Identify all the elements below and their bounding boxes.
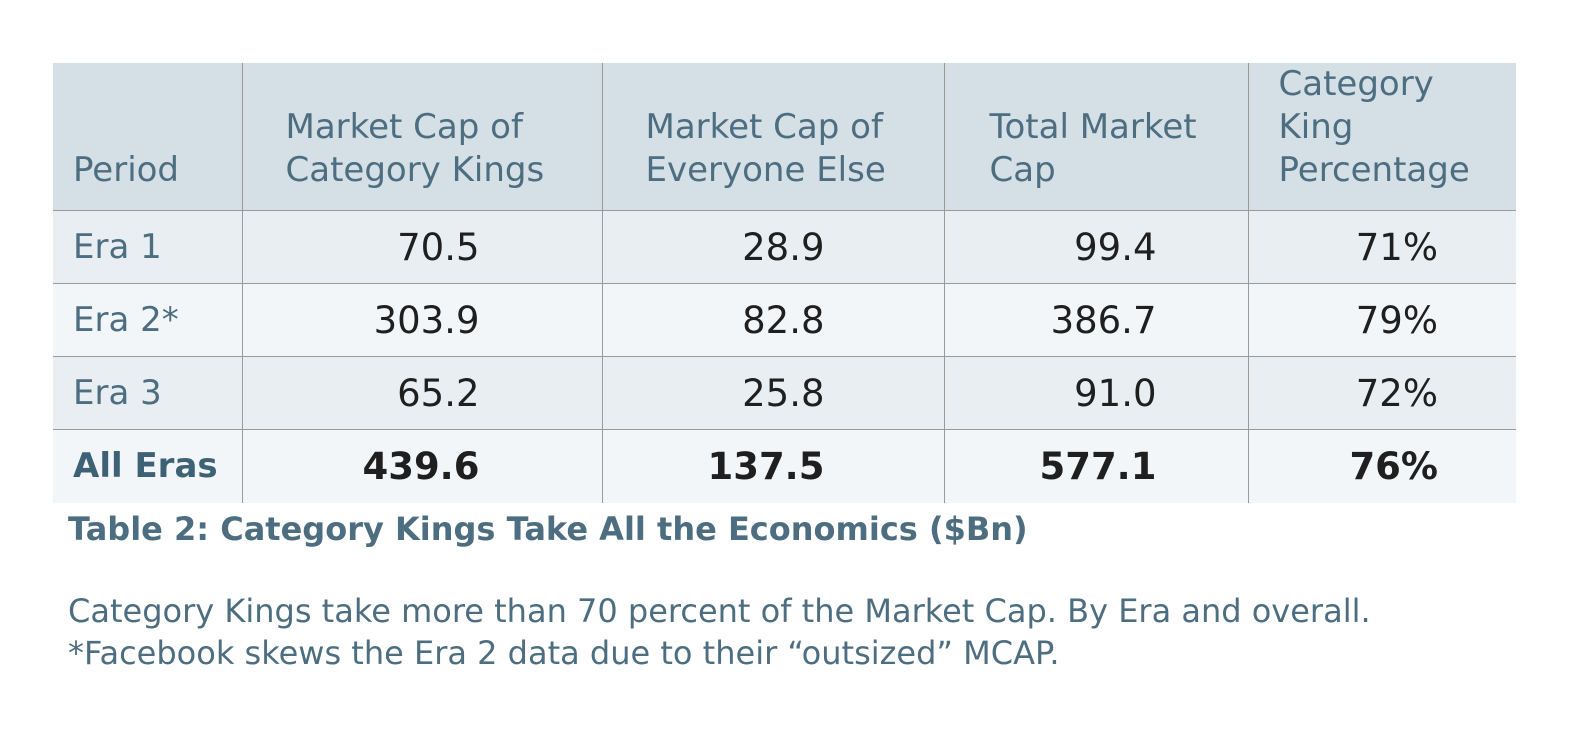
market-cap-table: Period Market Cap of Category Kings Mark…	[53, 63, 1516, 503]
cell-else-value: 82.8	[601, 283, 945, 357]
cell-period: Era 1	[53, 210, 243, 284]
cell-total-value: 386.7	[943, 283, 1249, 357]
header-else-line1: Market Cap of	[645, 107, 883, 147]
cell-total-value: 99.4	[943, 210, 1249, 284]
cell-total-value: 91.0	[943, 356, 1249, 430]
cell-pct-value: 76%	[1247, 429, 1516, 503]
header-pct-line2: Percentage	[1278, 150, 1470, 190]
cell-pct-value: 71%	[1247, 210, 1516, 284]
header-else-market-cap: Market Cap of Everyone Else	[601, 63, 945, 211]
table-total-row: All Eras 439.6 137.5 577.1 76%	[53, 429, 1516, 503]
header-kings-market-cap: Market Cap of Category Kings	[241, 63, 603, 211]
header-total-market-cap: Total Market Cap	[943, 63, 1249, 211]
header-kings-line2: Category Kings	[285, 150, 545, 190]
cell-total-value: 577.1	[943, 429, 1249, 503]
cell-period: Era 3	[53, 356, 243, 430]
header-total-line2: Cap	[989, 150, 1056, 190]
header-pct-line1: Category King	[1278, 64, 1434, 147]
cell-period: All Eras	[53, 429, 243, 503]
header-period: Period	[53, 63, 243, 211]
table-caption-title: Table 2: Category Kings Take All the Eco…	[68, 510, 1028, 548]
cell-else-value: 137.5	[601, 429, 945, 503]
cell-kings-value: 70.5	[241, 210, 603, 284]
table-row: Era 3 65.2 25.8 91.0 72%	[53, 356, 1516, 430]
header-kings-line1: Market Cap of	[285, 107, 523, 147]
header-period-label: Period	[73, 150, 180, 190]
table-caption-body: Category Kings take more than 70 percent…	[68, 590, 1371, 674]
table-row: Era 2* 303.9 82.8 386.7 79%	[53, 283, 1516, 357]
cell-kings-value: 303.9	[241, 283, 603, 357]
table-header-row: Period Market Cap of Category Kings Mark…	[53, 63, 1516, 211]
header-total-line1: Total Market	[989, 107, 1197, 147]
cell-pct-value: 72%	[1247, 356, 1516, 430]
cell-kings-value: 65.2	[241, 356, 603, 430]
cell-period: Era 2*	[53, 283, 243, 357]
header-else-line2: Everyone Else	[645, 150, 886, 190]
cell-kings-value: 439.6	[241, 429, 603, 503]
cell-else-value: 25.8	[601, 356, 945, 430]
header-king-percentage: Category King Percentage	[1247, 63, 1516, 211]
caption-line-1: Category Kings take more than 70 percent…	[68, 592, 1371, 630]
table-row: Era 1 70.5 28.9 99.4 71%	[53, 210, 1516, 284]
caption-line-2: *Facebook skews the Era 2 data due to th…	[68, 634, 1060, 672]
cell-else-value: 28.9	[601, 210, 945, 284]
cell-pct-value: 79%	[1247, 283, 1516, 357]
